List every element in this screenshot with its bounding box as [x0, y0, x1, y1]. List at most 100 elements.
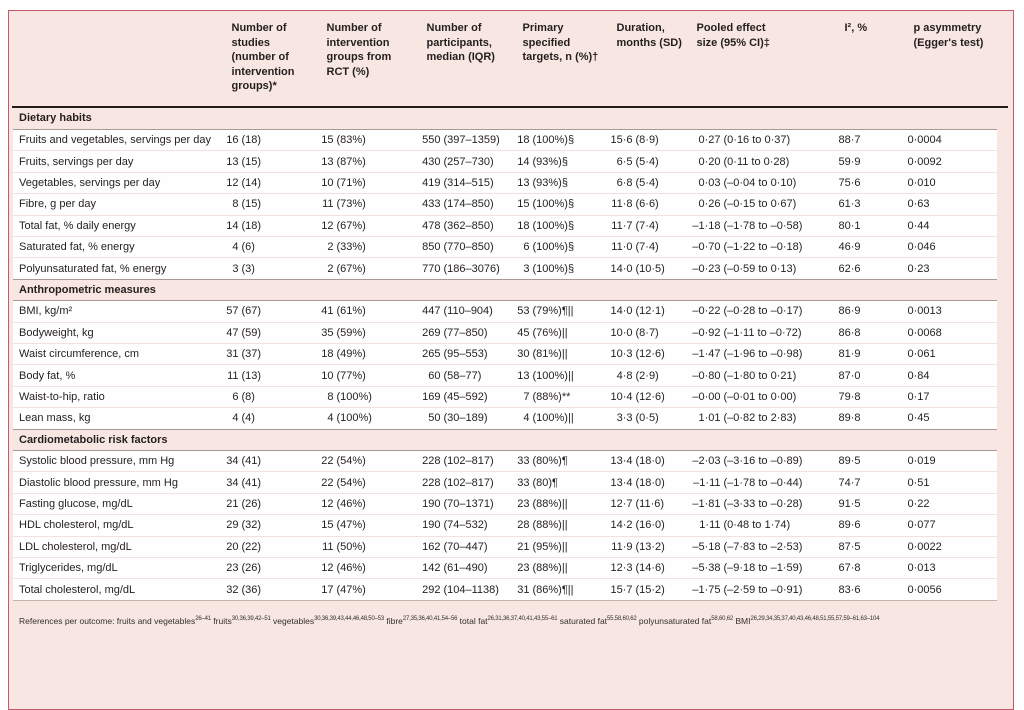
row-label: HDL cholesterol, mg/dL	[19, 519, 134, 532]
value-cell: 0·27 (0·16 to 0·37)	[698, 134, 791, 147]
value-cell: 0·26 (–0·15 to 0·67)	[698, 198, 797, 211]
row-label: Vegetables, servings per day	[19, 176, 161, 189]
column-header-p-egger: p asymmetry (Egger's test)	[913, 22, 984, 49]
table-row: Body fat, % 11 (13) 10 (77%) 60 (58–77) 13 (100%…	[13, 365, 997, 387]
value-cell: 31 (86%)¶||	[517, 583, 574, 596]
column-header-targets: Primary specified targets, n (%)†	[522, 22, 599, 63]
value-cell: 12 (14)	[226, 176, 262, 189]
value-cell: 0·0013	[907, 305, 942, 318]
value-cell: 142 (61–490)	[422, 562, 488, 575]
value-cell: –0·22 (–0·28 to –0·17)	[692, 305, 803, 318]
value-cell: 60 (58–77)	[428, 369, 482, 382]
value-cell: 14·2 (16·0)	[610, 519, 665, 532]
value-cell: 10 (71%)	[321, 176, 366, 189]
value-cell: 478 (362–850)	[422, 219, 494, 232]
value-cell: 13·4 (18·0)	[610, 455, 665, 468]
table-row: Saturated fat, % energy 4 (6) 2 (33%) 850 (770…	[13, 236, 997, 259]
table-row: Waist circumference, cm 31 (37) 18 (49%) 265(…	[13, 344, 997, 366]
value-cell: 0·44	[907, 219, 930, 232]
table-row: Fruits, servings per day 13 (15) 13 (87%) 430…	[13, 151, 997, 173]
value-cell: 13 (100%)||	[517, 369, 574, 382]
value-cell: 0·63	[907, 198, 930, 211]
value-cell: 16 (18)	[226, 134, 262, 147]
value-cell: 4 (6)	[232, 241, 255, 254]
value-cell: 1·01 (–0·82 to 2·83)	[698, 412, 797, 425]
value-cell: 14 (93%)§	[517, 155, 568, 168]
value-cell: 10·0 (8·7)	[610, 326, 659, 339]
value-cell: 15·7 (15·2)	[610, 583, 665, 596]
value-cell: 10·4 (12·6)	[610, 390, 665, 403]
value-cell: 0·0004	[907, 134, 942, 147]
value-cell: 45 (76%)||	[517, 326, 568, 339]
table-row: Total fat, % daily energy 14 (18) 12 (67%) 47…	[13, 215, 997, 237]
table-row: Lean mass, kg 4 (4) 4 (100%) 50 (30–189) 4 (100%…	[13, 408, 997, 430]
value-cell: 12 (67%)	[321, 219, 366, 232]
value-cell: 32 (36)	[226, 583, 262, 596]
value-cell: –0·80 (–1·80 to 0·21)	[692, 369, 797, 382]
value-cell: 28 (88%)||	[517, 519, 568, 532]
value-cell: 29 (32)	[226, 519, 262, 532]
value-cell: –2·03 (–3·16 to –0·89)	[692, 455, 803, 468]
value-cell: 190 (70–1371)	[422, 498, 494, 511]
value-cell: 89·6	[838, 519, 861, 532]
value-cell: 11 (73%)	[322, 198, 366, 211]
value-cell: 0·0068	[907, 326, 942, 339]
value-cell: 7 (88%)**	[523, 390, 571, 403]
value-cell: 3 (100%)§	[523, 262, 575, 275]
table-row: BMI, kg/m² 57 (67) 41 (61%) 447 (110–904) 53 (79…	[13, 301, 997, 323]
value-cell: 34 (41)	[226, 455, 262, 468]
table-row: Polyunsaturated fat, % energy 3 (3) 2 (67%) 7…	[13, 258, 997, 280]
column-header-rct: Number of intervention groups from RCT (…	[326, 22, 392, 78]
value-cell: 6·5 (5·4)	[616, 155, 659, 168]
value-cell: 4 (100%)	[327, 412, 372, 425]
value-cell: 86·9	[838, 305, 861, 318]
column-header-pooled: Pooled effect size (95% CI)‡	[696, 22, 770, 49]
value-cell: 0·22	[907, 498, 930, 511]
table-row: Fasting glucose, mg/dL 21 (26) 12 (46%) 190 (7…	[13, 493, 997, 516]
value-cell: 10·3 (12·6)	[610, 348, 665, 361]
table-row: Fruits and vegetables, servings per day 1…	[13, 130, 997, 152]
value-cell: 13·4 (18·0)	[610, 476, 665, 489]
row-label: Fruits and vegetables, servings per day	[19, 134, 211, 147]
section-title: Dietary habits	[13, 108, 997, 130]
value-cell: 0·17	[907, 390, 930, 403]
value-cell: 12·3 (14·6)	[610, 562, 665, 575]
value-cell: 3·3 (0·5)	[616, 412, 659, 425]
value-cell: 15 (100%)§	[517, 198, 575, 211]
value-cell: 75·6	[838, 176, 861, 189]
row-label: Waist-to-hip, ratio	[19, 390, 105, 403]
meta-analysis-table: Number of studies (number of interventio…	[8, 10, 1014, 710]
value-cell: 12 (46%)	[321, 498, 366, 511]
value-cell: –0·23 (–0·59 to 0·13)	[692, 262, 797, 275]
value-cell: 162 (70–447)	[422, 540, 488, 553]
value-cell: 0·077	[907, 519, 936, 532]
value-cell: 46·9	[838, 241, 861, 254]
value-cell: 74·7	[838, 476, 861, 489]
value-cell: –1·11 (–1·78 to –0·44)	[693, 476, 803, 489]
value-cell: 850 (770–850)	[422, 241, 494, 254]
row-label: Fasting glucose, mg/dL	[19, 498, 133, 511]
value-cell: 53 (79%)¶||	[517, 305, 574, 318]
value-cell: 22 (54%)	[321, 455, 366, 468]
value-cell: 4 (4)	[232, 412, 255, 425]
value-cell: 83·6	[838, 583, 861, 596]
table-row: Triglycerides, mg/dL 23 (26) 12 (46%) 142 (61–…	[13, 558, 997, 580]
value-cell: 10 (77%)	[321, 369, 366, 382]
value-cell: 79·8	[838, 390, 861, 403]
value-cell: 0·20 (0·11 to 0·28)	[698, 155, 790, 168]
value-cell: 14·0 (12·1)	[610, 305, 665, 318]
value-cell: 0·45	[907, 412, 930, 425]
row-label: Fruits, servings per day	[19, 155, 134, 168]
value-cell: 11·8 (6·6)	[611, 198, 659, 211]
value-cell: 21 (26)	[226, 498, 262, 511]
value-cell: –0·00 (–0·01 to 0·00)	[692, 390, 797, 403]
value-cell: 59·9	[838, 155, 861, 168]
value-cell: –5·18 (–7·83 to –2·53)	[692, 540, 803, 553]
value-cell: 6 (8)	[232, 390, 255, 403]
value-cell: –5·38 (–9·18 to –1·59)	[692, 562, 803, 575]
value-cell: 61·3	[838, 198, 861, 211]
section-title: Anthropometric measures	[13, 278, 997, 302]
value-cell: 23 (88%)||	[517, 562, 568, 575]
value-cell: 17 (47%)	[321, 583, 366, 596]
value-cell: 3 (3)	[232, 262, 255, 275]
